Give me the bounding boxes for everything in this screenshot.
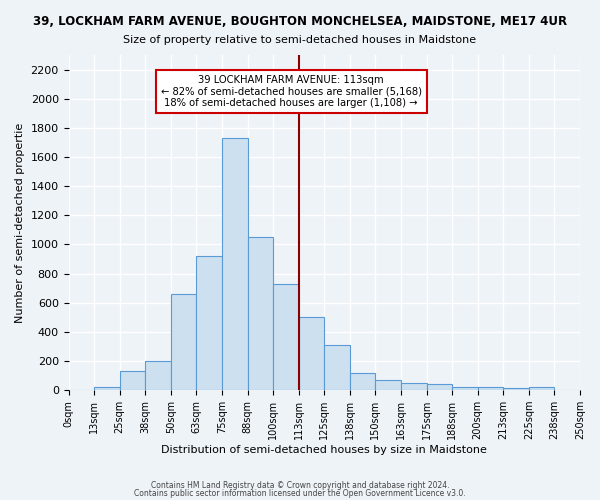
Text: 39 LOCKHAM FARM AVENUE: 113sqm
← 82% of semi-detached houses are smaller (5,168): 39 LOCKHAM FARM AVENUE: 113sqm ← 82% of …: [161, 75, 422, 108]
Bar: [478, 388, 503, 390]
Bar: [171, 294, 196, 390]
Bar: [119, 372, 145, 390]
Text: 39, LOCKHAM FARM AVENUE, BOUGHTON MONCHELSEA, MAIDSTONE, ME17 4UR: 39, LOCKHAM FARM AVENUE, BOUGHTON MONCHE…: [33, 15, 567, 28]
Bar: [452, 386, 478, 390]
Bar: [273, 284, 299, 390]
Bar: [376, 380, 401, 390]
Bar: [350, 372, 376, 390]
Bar: [427, 384, 452, 390]
Bar: [324, 345, 350, 390]
Bar: [145, 361, 171, 390]
Bar: [222, 138, 248, 390]
Bar: [94, 386, 119, 390]
Bar: [299, 318, 324, 390]
Y-axis label: Number of semi-detached propertie: Number of semi-detached propertie: [15, 122, 25, 322]
Text: Contains public sector information licensed under the Open Government Licence v3: Contains public sector information licen…: [134, 488, 466, 498]
Bar: [196, 256, 222, 390]
Bar: [503, 388, 529, 390]
Text: Contains HM Land Registry data © Crown copyright and database right 2024.: Contains HM Land Registry data © Crown c…: [151, 481, 449, 490]
Bar: [248, 237, 273, 390]
X-axis label: Distribution of semi-detached houses by size in Maidstone: Distribution of semi-detached houses by …: [161, 445, 487, 455]
Text: Size of property relative to semi-detached houses in Maidstone: Size of property relative to semi-detach…: [124, 35, 476, 45]
Bar: [529, 388, 554, 390]
Bar: [401, 383, 427, 390]
